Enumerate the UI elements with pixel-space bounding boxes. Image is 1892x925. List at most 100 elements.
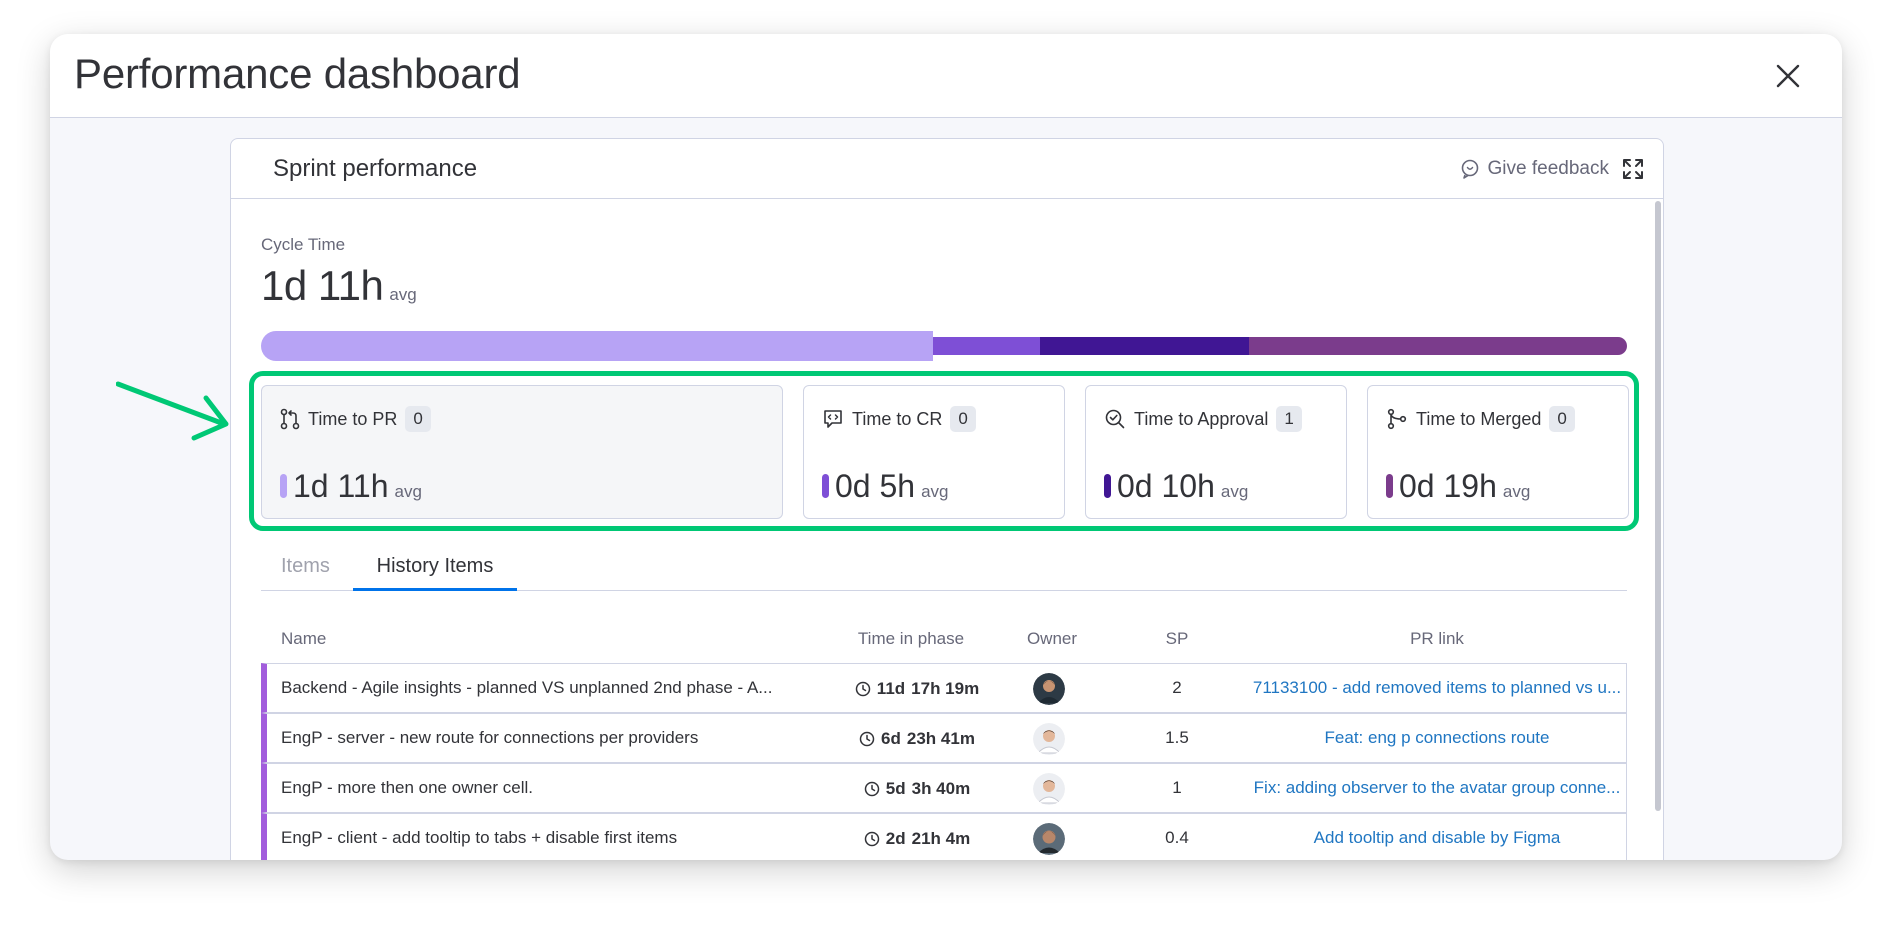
- owner-cell[interactable]: [1027, 714, 1071, 764]
- close-icon: [1776, 64, 1800, 88]
- progress-segment-pr[interactable]: [261, 331, 933, 361]
- tab-items[interactable]: Items: [281, 555, 330, 577]
- card-count-badge: 1: [1276, 406, 1302, 432]
- card-count-badge: 0: [405, 406, 431, 432]
- column-header-sp: SP: [1165, 629, 1189, 648]
- cycle-time-label: Cycle Time: [261, 235, 346, 254]
- column-header-pr-link: PR link: [1410, 629, 1464, 648]
- feedback-icon: [1461, 159, 1478, 179]
- card-label: Time to CR: [852, 408, 943, 429]
- approval-check-icon: [1105, 409, 1125, 429]
- progress-segment-merged[interactable]: [1249, 337, 1627, 355]
- card-label: Time to Merged: [1416, 408, 1542, 429]
- time-rest: 23h 41m: [906, 729, 975, 748]
- time-days: 6d: [881, 729, 901, 748]
- merge-icon: [1387, 408, 1407, 430]
- story-points: 1.5: [1165, 728, 1189, 747]
- table-row[interactable]: EngP - server - new route for connection…: [261, 713, 1627, 763]
- card-header: Time to PR 0: [280, 406, 431, 432]
- table-row[interactable]: EngP - more then one owner cell. 5d 3h 4…: [261, 763, 1627, 813]
- card-time-to-pr[interactable]: Time to PR 0 1d 11h avg: [261, 385, 783, 519]
- sprint-performance-widget: Sprint performance Give feedback Cycle T…: [230, 138, 1664, 860]
- color-indicator: [280, 474, 287, 498]
- color-indicator: [1386, 474, 1393, 498]
- column-header-name: Name: [281, 629, 327, 648]
- modal-title: Performance dashboard: [74, 50, 521, 97]
- table-row[interactable]: EngP - client - add tooltip to tabs + di…: [261, 813, 1627, 860]
- card-header: Time to CR 0: [822, 406, 976, 432]
- avatar[interactable]: [1033, 823, 1065, 855]
- progress-segment-approval[interactable]: [1040, 337, 1249, 355]
- time-in-phase: 11d 17h 19m: [827, 664, 1007, 714]
- widget-header: Sprint performance Give feedback: [231, 139, 1663, 199]
- cycle-time-value: 1d 11h avg: [261, 261, 417, 311]
- card-value-unit: avg: [394, 482, 422, 501]
- card-label: Time to PR: [308, 408, 398, 429]
- performance-dashboard-modal: Performance dashboard Sprint performance…: [50, 34, 1842, 860]
- avatar[interactable]: [1033, 723, 1065, 755]
- give-feedback-button[interactable]: Give feedback: [1460, 153, 1609, 185]
- item-name[interactable]: Backend - Agile insights - planned VS un…: [281, 678, 773, 697]
- scrollbar[interactable]: [1655, 201, 1661, 811]
- time-days: 5d: [885, 779, 906, 798]
- card-value-number: 0d 5h: [835, 468, 916, 504]
- clock-icon: [855, 681, 871, 697]
- card-time-to-approval[interactable]: Time to Approval 1 0d 10h avg: [1085, 385, 1347, 519]
- card-value-number: 0d 10h: [1117, 468, 1215, 504]
- card-value: 0d 10h avg: [1104, 466, 1248, 506]
- time-days: 2d: [885, 829, 906, 848]
- pointer-arrow-icon: [116, 381, 229, 441]
- item-name[interactable]: EngP - server - new route for connection…: [281, 728, 699, 747]
- item-name[interactable]: EngP - more then one owner cell.: [281, 778, 533, 797]
- pr-link[interactable]: Add tooltip and disable by Figma: [1313, 828, 1561, 847]
- expand-button[interactable]: [1621, 157, 1645, 181]
- card-time-to-merged[interactable]: Time to Merged 0 0d 19h avg: [1367, 385, 1629, 519]
- color-indicator: [822, 474, 829, 498]
- table-row[interactable]: Backend - Agile insights - planned VS un…: [261, 663, 1627, 713]
- time-in-phase: 6d 23h 41m: [827, 714, 1007, 764]
- card-label: Time to Approval: [1134, 408, 1269, 429]
- item-name[interactable]: EngP - client - add tooltip to tabs + di…: [281, 828, 678, 847]
- tab-history-items[interactable]: History Items: [353, 551, 517, 591]
- story-points: 0.4: [1165, 828, 1189, 847]
- owner-cell[interactable]: [1027, 664, 1071, 714]
- pr-link[interactable]: Fix: adding observer to the avatar group…: [1253, 778, 1621, 797]
- tabs: Items History Items: [261, 551, 1627, 591]
- card-header: Time to Merged 0: [1386, 406, 1575, 432]
- time-in-phase: 5d 3h 40m: [827, 764, 1007, 814]
- pr-link[interactable]: Feat: eng p connections route: [1324, 728, 1550, 747]
- widget-title: Sprint performance: [273, 155, 478, 182]
- time-rest: 21h 4m: [911, 829, 971, 848]
- highlight-outline: [249, 371, 1639, 531]
- time-in-phase: 2d 21h 4m: [827, 814, 1007, 860]
- story-points: 1: [1172, 778, 1182, 797]
- column-header-time-in-phase: Time in phase: [857, 629, 965, 648]
- give-feedback-label: Give feedback: [1487, 158, 1609, 179]
- pr-link[interactable]: 71133100 - add removed items to planned …: [1252, 678, 1622, 697]
- card-header: Time to Approval 1: [1104, 406, 1302, 432]
- cycle-phase-progress-bar: [261, 331, 1627, 361]
- card-value-number: 1d 11h: [293, 468, 389, 504]
- owner-cell[interactable]: [1027, 764, 1071, 814]
- card-value: 0d 19h avg: [1386, 466, 1530, 506]
- card-value-unit: avg: [1220, 482, 1249, 501]
- color-indicator: [1104, 474, 1111, 498]
- cycle-time-unit: avg: [389, 285, 417, 304]
- column-header-owner: Owner: [1026, 629, 1078, 648]
- clock-icon: [864, 831, 880, 847]
- code-review-icon: [824, 410, 842, 428]
- close-button[interactable]: [1768, 56, 1808, 96]
- pull-request-icon: [280, 408, 300, 430]
- progress-segment-cr[interactable]: [933, 337, 1040, 355]
- card-value: 1d 11h avg: [280, 466, 422, 506]
- clock-icon: [864, 781, 880, 797]
- expand-icon: [1623, 159, 1643, 179]
- owner-cell[interactable]: [1027, 814, 1071, 860]
- time-rest: 17h 19m: [911, 679, 980, 698]
- card-time-to-cr[interactable]: Time to CR 0 0d 5h avg: [803, 385, 1065, 519]
- avatar[interactable]: [1033, 673, 1065, 705]
- card-value-unit: avg: [1502, 482, 1531, 501]
- card-count-badge: 0: [1549, 406, 1575, 432]
- card-value-unit: avg: [921, 482, 949, 501]
- avatar[interactable]: [1033, 773, 1065, 805]
